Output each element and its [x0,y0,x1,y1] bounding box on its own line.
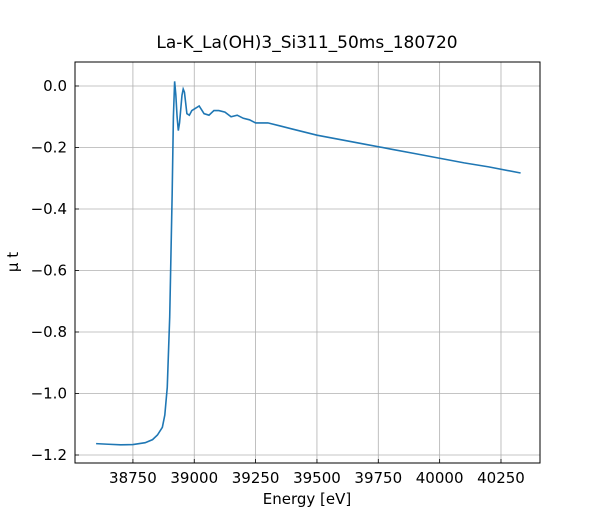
plot-frame [74,61,541,464]
y-tick-label: −0.2 [31,138,67,156]
y-tick-label: −1.2 [31,446,67,464]
x-tick-label: 39750 [354,469,402,487]
x-tick-label: 39250 [232,469,280,487]
x-tick-label: 39000 [170,469,218,487]
data-line [96,81,521,446]
y-tick-label: −0.4 [31,200,67,218]
y-tick-label: −0.6 [31,261,67,279]
y-tick-label: 0.0 [43,77,67,95]
x-axis-label: Energy [eV] [263,490,351,508]
x-tick-label: 38750 [109,469,157,487]
x-tick-label: 40250 [477,469,525,487]
x-tick-label: 40000 [416,469,464,487]
x-tick-label: 39500 [293,469,341,487]
y-tick-label: −0.8 [31,323,67,341]
y-axis-label: μ t [4,252,22,272]
y-tick-label: −1.0 [31,385,67,403]
chart-title: La-K_La(OH)3_Si311_50ms_180720 [156,33,457,53]
